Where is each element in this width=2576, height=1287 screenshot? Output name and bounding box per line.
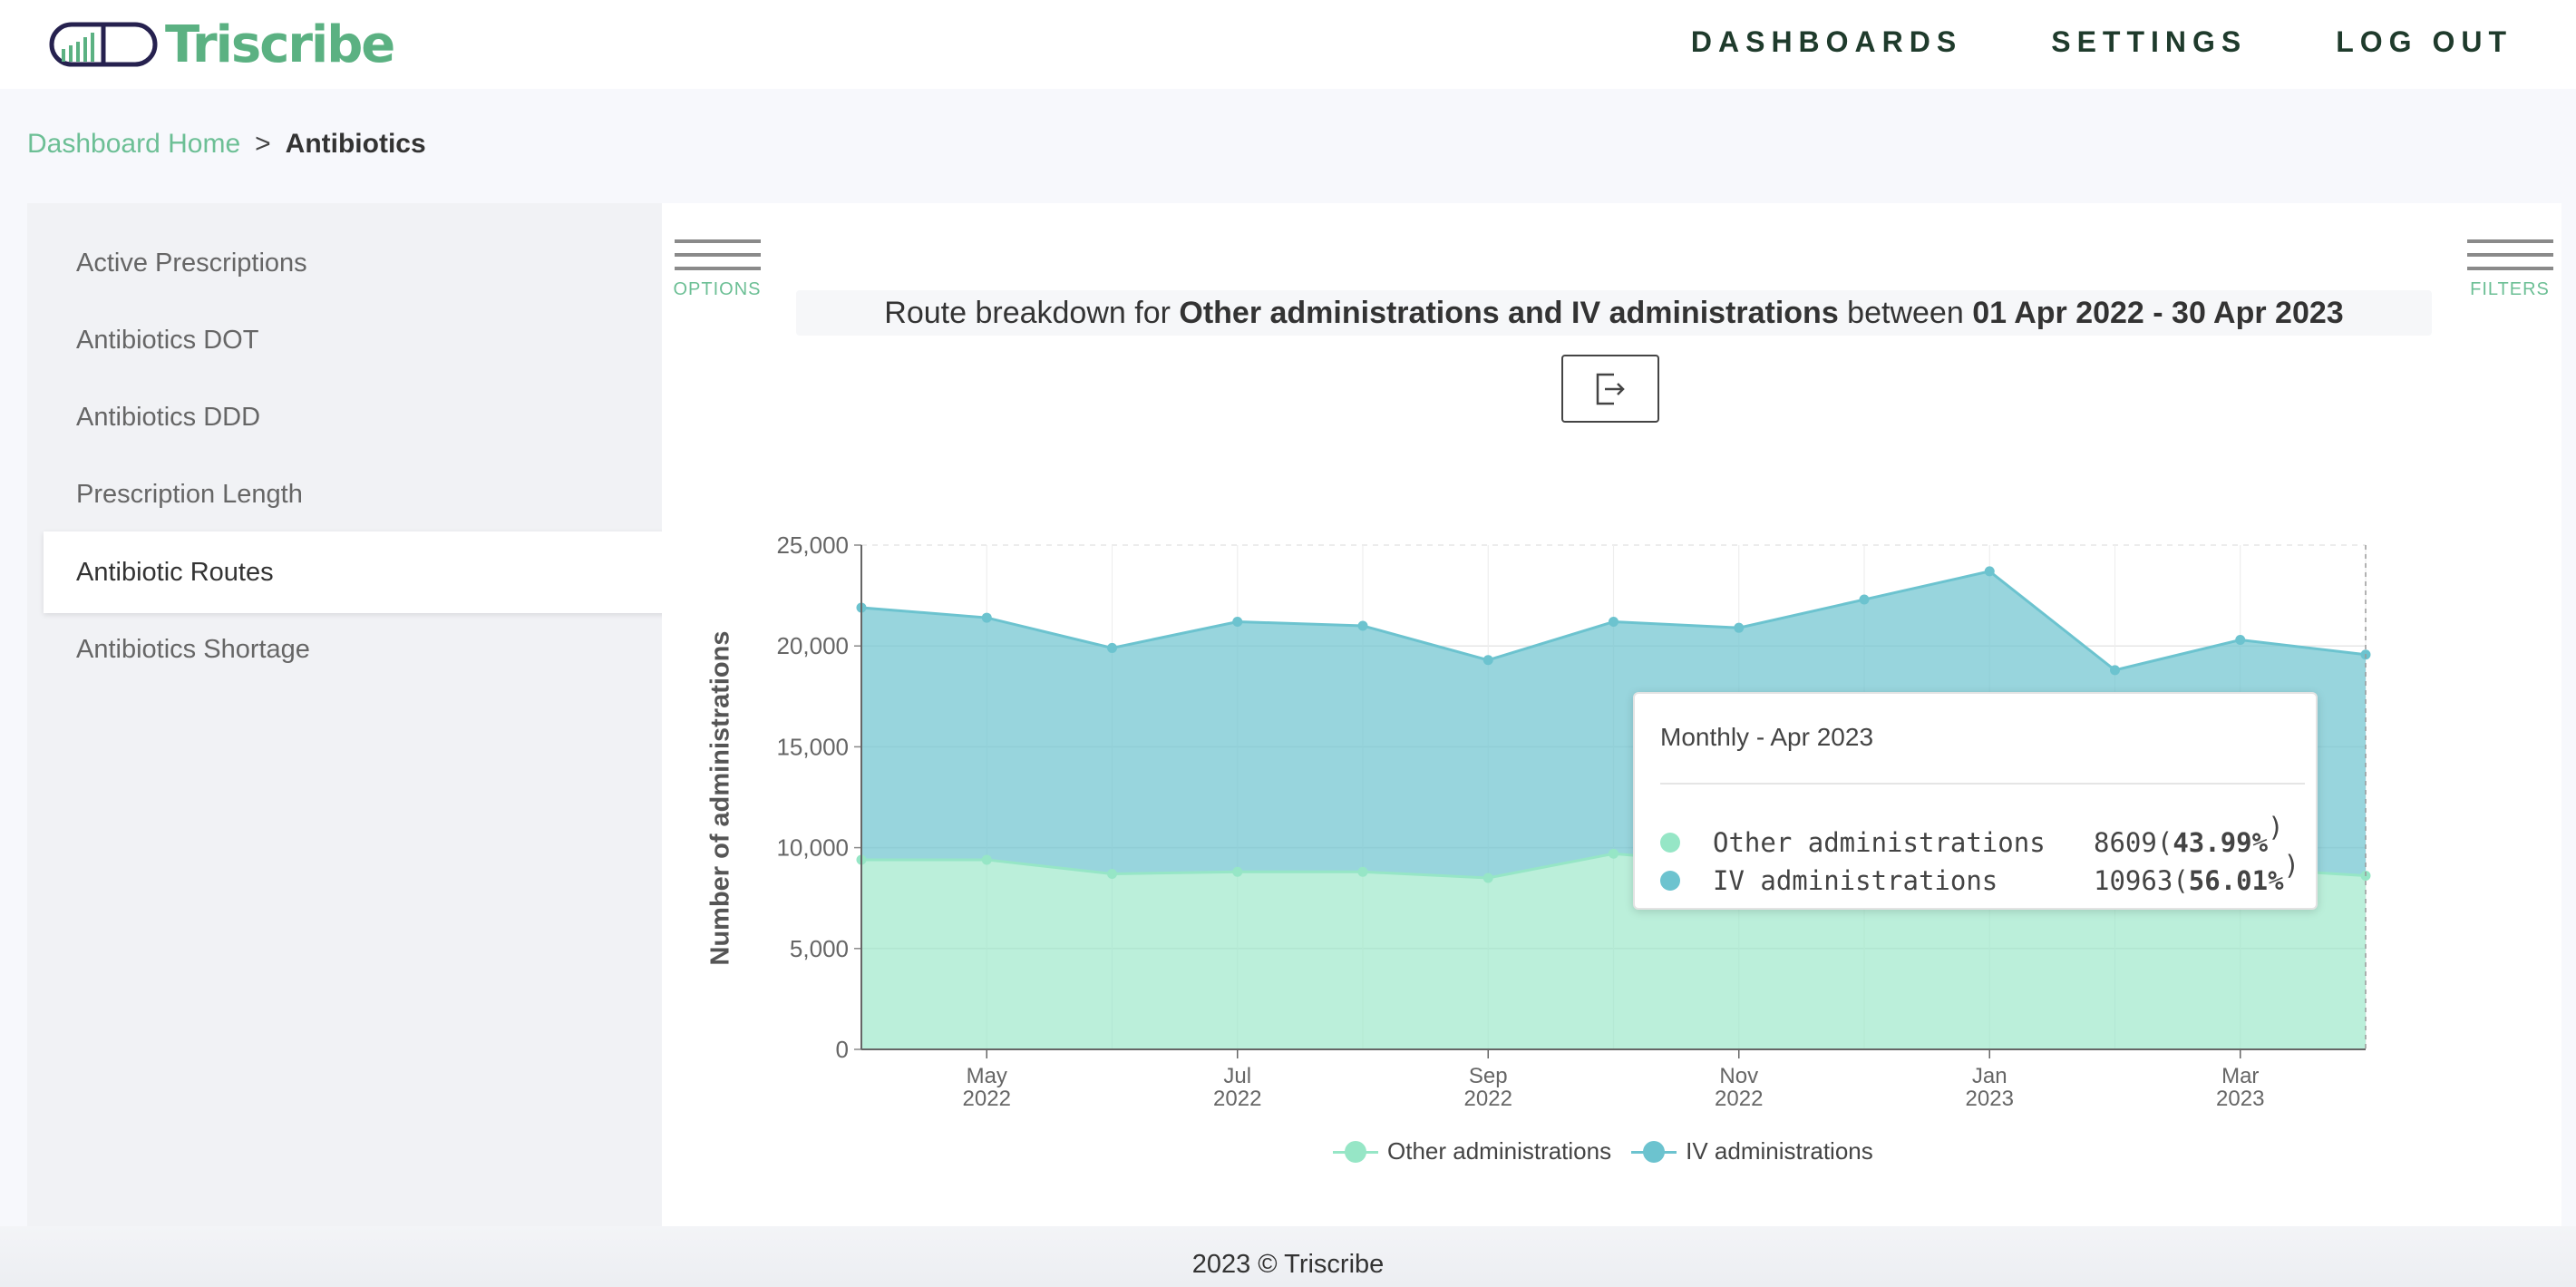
legend-marker-icon	[1631, 1140, 1677, 1164]
tooltip-row-value: 8609	[2094, 827, 2157, 858]
nav-logout[interactable]: LOG OUT	[2336, 25, 2513, 58]
options-button[interactable]: OPTIONS	[672, 239, 763, 300]
breadcrumb-current: Antibiotics	[285, 129, 426, 159]
export-button[interactable]	[1561, 355, 1659, 423]
tooltip-row-value: 10963	[2094, 865, 2173, 896]
brand-name: Triscribe	[165, 15, 395, 74]
hamburger-icon	[2464, 239, 2555, 270]
tooltip-row-percent: 43.99%	[2173, 827, 2269, 858]
footer: 2023 © Triscribe	[0, 1226, 2576, 1287]
tooltip-row-other: Other administrations 8609(43.99%)	[1660, 812, 2299, 873]
sidebar: Active Prescriptions Antibiotics DOT Ant…	[27, 203, 674, 1226]
tooltip-row-iv: IV administrations 10963(56.01%)	[1660, 850, 2315, 912]
sidebar-item-antibiotics-shortage[interactable]: Antibiotics Shortage	[76, 634, 310, 664]
brand-logo[interactable]: Triscribe	[49, 15, 395, 74]
export-icon	[1596, 373, 1625, 405]
chart-title-subject: Other administrations and IV administrat…	[1179, 296, 1839, 330]
footer-copyright: 2023 © Triscribe	[1191, 1250, 1385, 1279]
legend-item-other[interactable]: Other administrations	[1333, 1137, 1611, 1165]
tooltip-row-percent: 56.01%	[2188, 865, 2284, 896]
chart-title-range: 01 Apr 2022 - 30 Apr 2023	[1972, 296, 2344, 330]
series-dot-icon	[1660, 871, 1680, 891]
nav-dashboards[interactable]: DASHBOARDS	[1690, 25, 1963, 58]
sidebar-item-antibiotic-routes[interactable]: Antibiotic Routes	[44, 531, 674, 613]
chart-title-middle: between	[1838, 296, 1973, 330]
tooltip-divider	[1660, 783, 2305, 785]
tooltip-row-name: Other administrations	[1713, 827, 2046, 858]
sidebar-item-antibiotics-dot[interactable]: Antibiotics DOT	[76, 325, 259, 355]
legend-label: IV administrations	[1686, 1137, 1873, 1165]
breadcrumb: Dashboard Home > Antibiotics	[27, 129, 426, 160]
chart-legend: Other administrations IV administrations	[1333, 1137, 1873, 1165]
legend-label: Other administrations	[1387, 1137, 1612, 1165]
sidebar-item-active-prescriptions[interactable]: Active Prescriptions	[76, 248, 307, 278]
pill-chart-icon	[49, 22, 158, 67]
nav-links: DASHBOARDS SETTINGS LOG OUT	[1691, 25, 2513, 59]
chart-title-prefix: Route breakdown for	[884, 296, 1180, 330]
tooltip-row-name: IV administrations	[1713, 865, 1998, 896]
options-label: OPTIONS	[673, 279, 762, 299]
top-navbar: Triscribe DASHBOARDS SETTINGS LOG OUT	[0, 0, 2576, 89]
chart-tooltip: Monthly - Apr 2023 Other administrations…	[1633, 692, 2318, 910]
filters-button[interactable]: FILTERS	[2464, 239, 2555, 300]
tooltip-title: Monthly - Apr 2023	[1660, 723, 1874, 751]
sidebar-item-antibiotics-ddd[interactable]: Antibiotics DDD	[76, 402, 261, 432]
filters-label: FILTERS	[2470, 279, 2550, 299]
y-axis-label: Number of administrations	[705, 630, 735, 966]
legend-item-iv[interactable]: IV administrations	[1631, 1137, 1873, 1165]
sidebar-item-prescription-length[interactable]: Prescription Length	[76, 479, 303, 509]
chart-title: Route breakdown for Other administration…	[796, 290, 2432, 336]
nav-settings[interactable]: SETTINGS	[2051, 25, 2248, 58]
series-dot-icon	[1660, 833, 1680, 853]
legend-marker-icon	[1333, 1140, 1378, 1164]
breadcrumb-home-link[interactable]: Dashboard Home	[27, 129, 241, 159]
breadcrumb-separator: >	[255, 129, 271, 159]
hamburger-icon	[672, 239, 763, 270]
